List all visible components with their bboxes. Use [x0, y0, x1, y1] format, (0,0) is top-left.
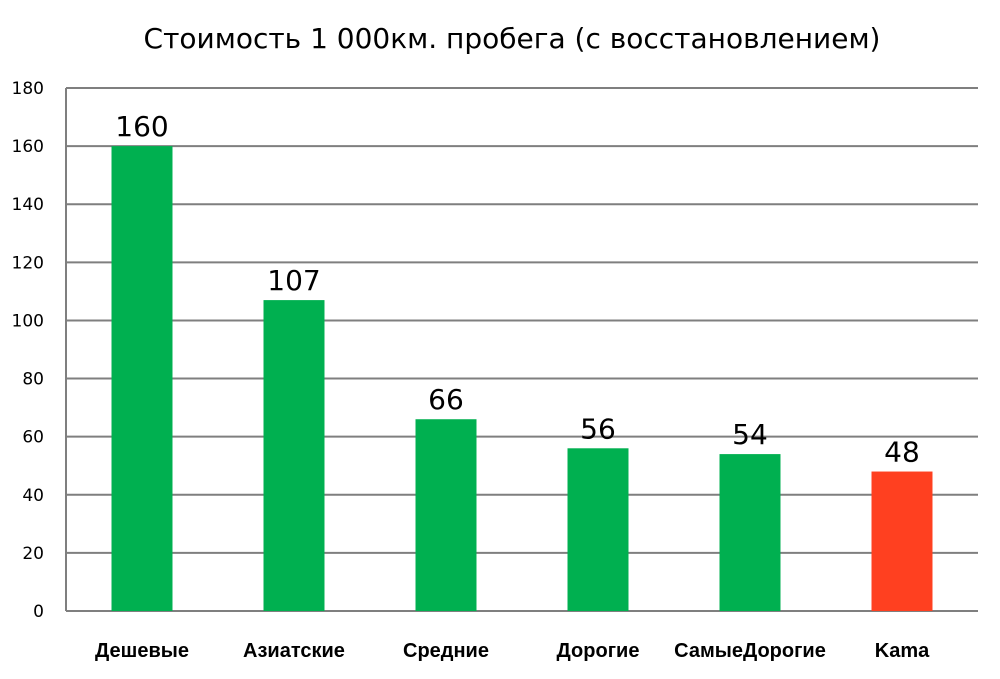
y-tick-label: 180: [12, 79, 44, 99]
x-tick-label: Азиатские: [243, 640, 345, 662]
data-label: 66: [428, 383, 464, 416]
bar: [415, 419, 477, 611]
data-label: 56: [580, 412, 616, 445]
data-label: 107: [267, 264, 320, 297]
bar: [111, 146, 173, 611]
y-tick-label: 80: [22, 370, 44, 390]
gridlines: [66, 87, 978, 612]
y-tick-label: 120: [12, 253, 44, 273]
x-tick-label: Дорогие: [557, 640, 640, 662]
y-axis-ticks: 0 20 40 60 80 100 120 140 160 180: [12, 79, 44, 622]
y-tick-label: 160: [12, 137, 44, 157]
x-axis-ticks: Дешевые Азиатские Средние Дорогие СамыеДорог…: [95, 640, 930, 662]
y-tick-label: 40: [22, 486, 44, 506]
y-tick-label: 140: [12, 195, 44, 215]
x-tick-label: СамыеДорогие: [674, 640, 826, 662]
y-tick-label: 100: [12, 311, 44, 331]
x-tick-label: Средние: [403, 640, 489, 662]
data-label: 48: [884, 436, 920, 469]
bars: [111, 146, 933, 611]
bar: [719, 454, 781, 611]
data-label: 160: [115, 110, 168, 143]
x-tick-label: Kama: [875, 640, 930, 662]
data-labels: 160 107 66 56 54 48: [115, 110, 920, 468]
x-tick-label: Дешевые: [95, 640, 189, 662]
bar: [567, 448, 629, 611]
y-tick-label: 0: [33, 602, 44, 622]
y-tick-label: 20: [22, 544, 44, 564]
data-label: 54: [732, 418, 768, 451]
chart-title: Стоимость 1 000км. пробега (с восстановл…: [144, 22, 881, 55]
y-tick-label: 60: [22, 428, 44, 448]
bar: [263, 300, 325, 611]
bar: [871, 471, 933, 611]
